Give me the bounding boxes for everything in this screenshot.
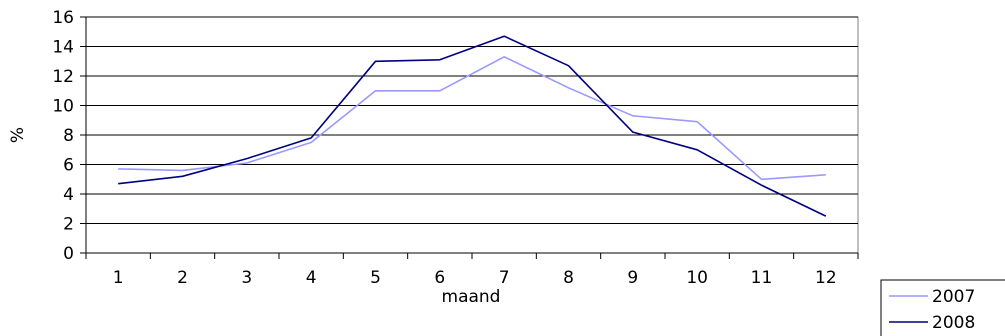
axes — [80, 16, 859, 259]
data-point-2008 — [503, 35, 505, 37]
series-lines — [117, 35, 827, 217]
x-tick-label: 10 — [686, 268, 708, 288]
x-tick-label: 8 — [563, 268, 574, 288]
data-point-2008 — [825, 215, 827, 217]
data-point-2008 — [568, 65, 570, 67]
data-point-2008 — [632, 131, 634, 133]
data-point-2008 — [117, 183, 119, 185]
series-line-2007 — [118, 55, 826, 181]
x-tick-label: 6 — [434, 268, 445, 288]
y-tick-label: 4 — [63, 185, 74, 205]
data-point-2007 — [182, 169, 184, 171]
data-point-2007 — [632, 115, 634, 117]
data-point-2008 — [761, 184, 763, 186]
x-axis-title: maand — [442, 287, 501, 307]
x-tick-label: 12 — [815, 268, 837, 288]
data-point-2007 — [568, 87, 570, 89]
legend: 2007 2008 — [880, 279, 1005, 336]
data-point-2007 — [825, 174, 827, 176]
y-tick-label: 12 — [52, 67, 74, 87]
data-point-2008 — [439, 59, 441, 61]
x-tick-label: 11 — [751, 268, 773, 288]
data-point-2008 — [696, 149, 698, 151]
x-tick-label: 7 — [499, 268, 510, 288]
x-tick-label: 9 — [627, 268, 638, 288]
y-axis-title: % — [8, 127, 28, 143]
y-tick-label: 10 — [52, 97, 74, 117]
data-point-2007 — [761, 178, 763, 180]
legend-label-2008: 2008 — [932, 313, 975, 333]
data-point-2008 — [375, 60, 377, 62]
y-tick-labels: 0 2 4 6 8 10 12 14 16 — [52, 8, 74, 264]
data-point-2008 — [246, 158, 248, 160]
series-line-2008 — [118, 35, 827, 217]
x-tick-label: 3 — [241, 268, 252, 288]
data-point-2008 — [310, 137, 312, 139]
y-tick-label: 14 — [52, 38, 74, 58]
y-tick-label: 6 — [63, 156, 74, 176]
x-tick-label: 1 — [113, 268, 124, 288]
data-point-2007 — [439, 90, 441, 92]
x-tick-label: 5 — [370, 268, 381, 288]
x-tick-label: 4 — [306, 268, 317, 288]
y-tick-label: 8 — [63, 126, 74, 146]
data-point-2007 — [696, 121, 698, 123]
gridlines — [86, 16, 858, 224]
y-tick-label: 0 — [63, 244, 74, 264]
y-tick-label: 16 — [52, 8, 74, 28]
y-tick-label: 2 — [63, 215, 74, 235]
data-point-2008 — [182, 175, 184, 177]
legend-label-2007: 2007 — [932, 287, 975, 307]
x-tick-labels: 1 2 3 4 5 6 7 8 9 10 11 12 — [113, 268, 837, 288]
legend-box — [880, 279, 1005, 336]
data-point-2007 — [503, 56, 505, 58]
data-point-2007 — [117, 168, 119, 170]
data-point-2007 — [375, 90, 377, 92]
x-tick-label: 2 — [177, 268, 188, 288]
data-point-2007 — [246, 162, 248, 164]
data-point-2007 — [310, 141, 312, 143]
